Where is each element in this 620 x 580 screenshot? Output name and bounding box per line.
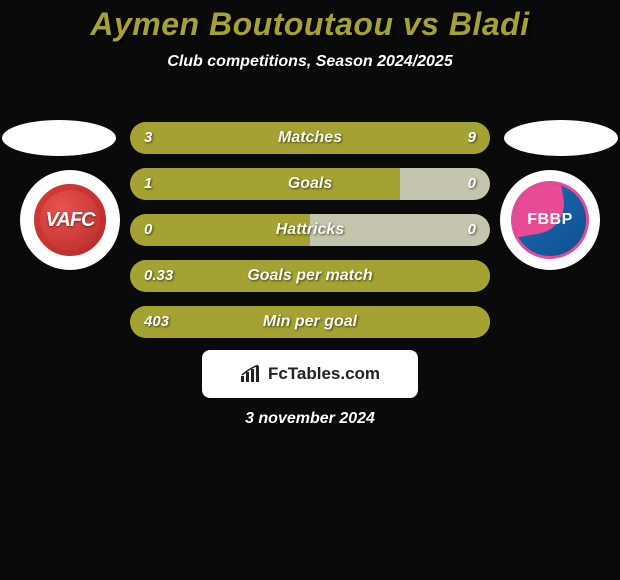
- branding-text: FcTables.com: [268, 364, 380, 384]
- fbbp-text: FBBP: [527, 211, 573, 229]
- stat-label: Matches: [130, 122, 490, 154]
- stat-label: Min per goal: [130, 306, 490, 338]
- stat-row: 403Min per goal: [130, 306, 490, 338]
- page-title: Aymen Boutoutaou vs Bladi: [0, 0, 620, 43]
- vafc-text: VAFC: [46, 209, 95, 232]
- ellipse-right: [504, 120, 618, 156]
- stat-row: 0.33Goals per match: [130, 260, 490, 292]
- stat-label: Goals per match: [130, 260, 490, 292]
- fbbp-badge: FBBP: [511, 181, 589, 259]
- team-right-logo: FBBP: [500, 170, 600, 270]
- chart-icon: [240, 365, 262, 383]
- stat-label: Hattricks: [130, 214, 490, 246]
- date-text: 3 november 2024: [0, 410, 620, 428]
- stat-row: 39Matches: [130, 122, 490, 154]
- stat-row: 00Hattricks: [130, 214, 490, 246]
- vafc-badge: VAFC: [31, 181, 109, 259]
- branding-badge: FcTables.com: [202, 350, 418, 398]
- ellipse-left: [2, 120, 116, 156]
- stat-label: Goals: [130, 168, 490, 200]
- stat-row: 10Goals: [130, 168, 490, 200]
- subtitle: Club competitions, Season 2024/2025: [0, 53, 620, 71]
- stats-container: 39Matches 10Goals 00Hattricks 0.33Goals per…: [130, 122, 490, 352]
- team-left-logo: VAFC: [20, 170, 120, 270]
